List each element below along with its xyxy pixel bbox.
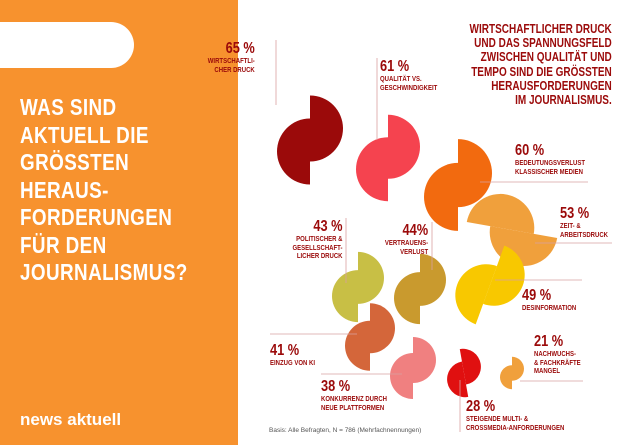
basis-note: Basis: Alle Befragten, N = 786 (Mehrfach… <box>269 427 422 434</box>
logo: news aktuell <box>20 410 122 429</box>
category-label: 61 % QUALITÄT VS. GESCHWINDIGKEIT <box>380 58 437 92</box>
category-label: 49 % DESINFORMATION <box>522 287 576 313</box>
value-label: 65 % <box>225 40 255 57</box>
value-label: 44% <box>402 222 428 239</box>
category-label: 38 % KONKURRENZ DURCH NEUE PLATTFORMEN <box>321 378 387 412</box>
split-circle-mark <box>390 336 436 400</box>
split-circle-mark <box>447 348 481 398</box>
category-label: 60 % BEDEUTUNGSVERLUST KLASSISCHER MEDIEN <box>515 142 585 176</box>
value-label: 38 % <box>321 378 351 395</box>
left-panel: WAS SIND AKTUELL DIE GRÖSSTEN HERAUS- FO… <box>0 0 238 445</box>
category-text: NACHWUCHS- & FACHKRÄFTE MANGEL <box>534 349 581 375</box>
split-circle-mark <box>455 245 525 325</box>
category-label: 41 % EINZUG VON KI <box>270 342 315 368</box>
category-label: 28 % STEIGENDE MULTI- & CROSSMEDIA-ANFORD… <box>466 398 564 432</box>
headline: WIRTSCHAFTLICHER DRUCK UND DAS SPANNUNGS… <box>469 22 612 108</box>
split-circle-mark <box>394 253 446 325</box>
value-label: 28 % <box>466 398 496 415</box>
category-text: EINZUG VON KI <box>270 358 316 367</box>
value-label: 61 % <box>380 58 410 75</box>
category-text: VERTRAUENS- VERLUST <box>384 238 428 256</box>
category-text: STEIGENDE MULTI- & CROSSMEDIA-ANFORDERUN… <box>466 414 565 432</box>
category-text: POLITISCHER & GESELLSCHAFT- LICHER DRUCK <box>292 234 343 260</box>
split-circle-mark <box>356 114 420 202</box>
page-title: WAS SIND AKTUELL DIE GRÖSSTEN HERAUS- FO… <box>20 94 188 285</box>
value-label: 21 % <box>534 333 564 350</box>
category-text: DESINFORMATION <box>522 303 577 312</box>
category-text: WIRTSCHAFTLI- CHER DRUCK <box>208 56 255 74</box>
category-text: KONKURRENZ DURCH NEUE PLATTFORMEN <box>321 394 387 412</box>
split-circle-mark <box>500 356 524 390</box>
category-label: 21 % NACHWUCHS- & FACHKRÄFTE MANGEL <box>534 333 581 376</box>
category-label: 44% VERTRAUENS- VERLUST <box>385 222 428 256</box>
value-label: 43 % <box>313 218 343 235</box>
value-label: 49 % <box>522 287 552 304</box>
value-label: 53 % <box>560 205 590 222</box>
category-text: BEDEUTUNGSVERLUST KLASSISCHER MEDIEN <box>515 158 586 176</box>
value-label: 60 % <box>515 142 545 159</box>
category-text: QUALITÄT VS. GESCHWINDIGKEIT <box>380 74 438 92</box>
category-label: 43 % POLITISCHER & GESELLSCHAFT- LICHER D… <box>293 218 343 261</box>
category-label: 53 % ZEIT- & ARBEITSDRUCK <box>560 205 608 239</box>
split-circle-mark <box>332 251 384 323</box>
decorative-tab <box>0 22 134 68</box>
split-circle-mark <box>277 95 343 185</box>
category-text: ZEIT- & ARBEITSDRUCK <box>560 221 608 239</box>
category-label: 65 % WIRTSCHAFTLI- CHER DRUCK <box>208 40 255 74</box>
split-circle-mark <box>345 303 395 371</box>
value-label: 41 % <box>270 342 300 359</box>
split-circle-mark <box>424 139 492 231</box>
